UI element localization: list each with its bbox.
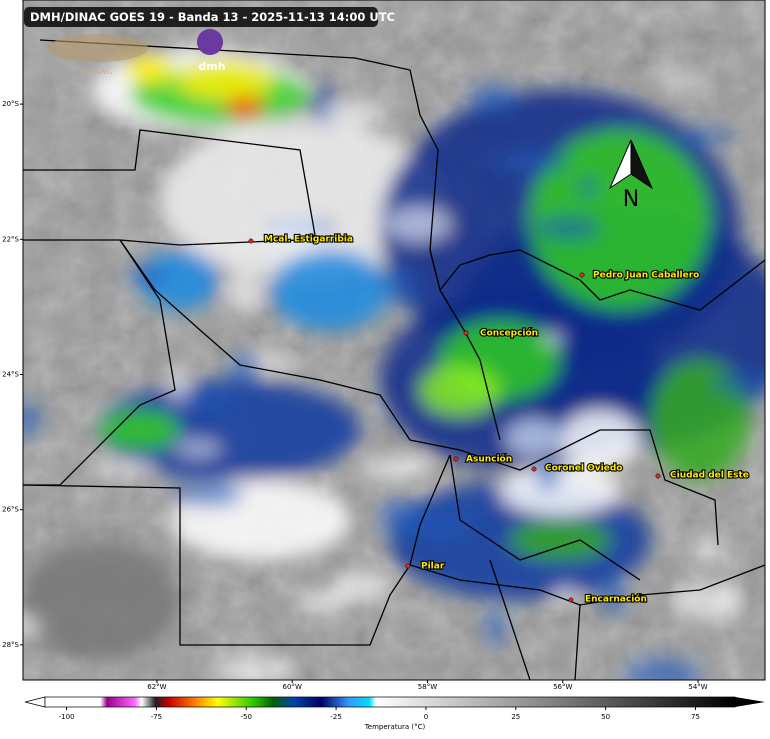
colorbar-bar [44,696,736,708]
colorbar-tick-label: -50 [241,713,252,721]
cloud [296,591,351,615]
colorbar-tick-label: -25 [330,713,341,721]
cloud [228,351,261,386]
cloud [536,458,560,491]
lat-tick-label: 24°S [2,370,19,378]
cloud [693,535,722,563]
cloud [599,578,627,616]
cloud [359,456,436,481]
city-label: Asunción [466,454,512,465]
cloud [420,365,500,415]
city-label: Coronel Oviedo [545,464,622,474]
city-label: Mcal. Estigarribia [264,235,353,245]
cloud [100,380,360,480]
colorbar-tick-label: -75 [151,713,162,721]
map-frame [22,0,766,681]
cloud [214,654,295,680]
colorbar: Temperatura (°C) -100 -75 -50 -25 0 25 50 75 [24,696,765,731]
cloud [225,271,263,312]
cloud [661,74,712,87]
logos: DINAC dmh [48,29,226,76]
city-marker [579,272,585,278]
cloud [577,177,599,198]
north-label: N [623,187,639,212]
cloud [175,60,275,100]
colorbar-tick-label: 50 [601,713,610,721]
title-box [24,7,378,27]
cloud [385,206,451,242]
city-label: Encarnación [585,594,647,605]
cloud [23,616,42,636]
lon-tick-label: 56°W [553,683,572,691]
city-label: Concepción [480,328,538,339]
logo-text: dmh [198,60,225,73]
city-marker [405,563,411,569]
lon-tick-label: 54°W [688,683,707,691]
lon-tick-label: 62°W [147,683,166,691]
cloud [170,482,244,507]
cloud [100,410,180,450]
cloud [225,96,265,120]
axes: 20°S 22°S 24°S 26°S 28°S 62°W 60°W 58°W 56°W 54°W [2,100,708,691]
north-arrow: N [608,139,654,212]
cloud [675,127,734,144]
lat-tick-label: 22°S [2,235,19,243]
cloud [500,465,620,515]
cloud [496,152,570,172]
city-marker [568,597,574,603]
cloud [23,402,42,437]
cloud [670,582,744,621]
cloud [188,388,230,411]
colorbar-tick-label: 0 [424,713,428,721]
cloud [623,657,701,680]
cloud [711,374,765,395]
cloud [264,214,325,254]
cloud [160,120,440,280]
cloud [125,55,175,85]
cloud [324,99,385,127]
lat-tick-label: 26°S [2,506,19,514]
cloud [83,461,157,475]
city-marker [531,466,537,472]
cloud [541,331,564,347]
lon-tick-label: 60°W [283,683,302,691]
cloud [378,497,420,533]
city-label: Ciudad del Este [670,471,749,481]
colorbar-tick-label: 25 [511,713,520,721]
cloud [530,130,710,310]
colorbar-label: Temperatura (°C) [364,723,426,731]
city-markers [248,238,661,603]
city-marker [453,456,459,462]
satellite-image: Mcal. Estigarribia Pedro Juan Caballero … [23,0,765,680]
cloud [270,250,390,330]
lat-tick-label: 28°S [2,641,19,649]
lat-tick-label: 20°S [2,100,19,108]
cloud [506,418,562,458]
city-label: Pilar [421,562,445,572]
cloud [552,586,576,608]
colorbar-tick-label: 75 [691,713,700,721]
cloud-tops [23,50,765,680]
cloud [175,441,221,456]
cloud [510,520,610,560]
cloud [484,607,507,647]
cloud [23,540,180,660]
city-label: Pedro Juan Caballero [593,271,699,281]
cloud [560,410,640,470]
cloud [166,366,190,402]
logo-text: DINAC [84,66,113,76]
cloud [384,266,417,307]
title: DMH/DINAC GOES 19 - Banda 13 - 2025-11-1… [30,10,395,24]
city-marker [463,330,469,336]
cloud [333,571,392,603]
lon-tick-label: 58°W [418,683,437,691]
cloud [536,215,601,241]
colorbar-tick-label: -100 [59,713,75,721]
cloud [468,83,516,113]
city-marker [655,473,661,479]
borders [23,39,765,680]
city-marker [248,238,254,244]
